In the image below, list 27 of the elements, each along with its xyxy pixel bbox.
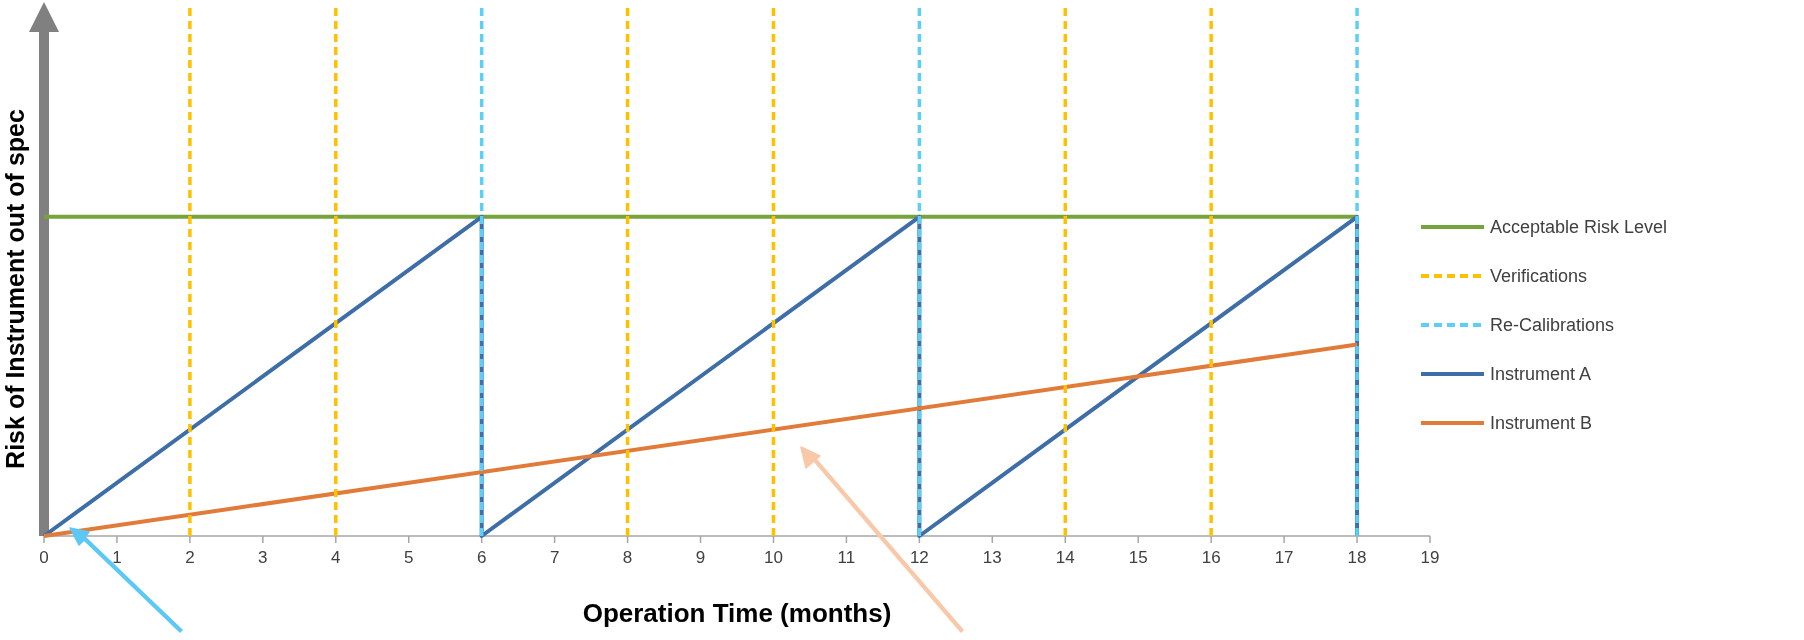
x-tick-label: 17 — [1274, 548, 1294, 567]
x-tick-label: 12 — [909, 548, 929, 567]
x-tick-label: 14 — [1055, 548, 1075, 567]
x-tick-label: 15 — [1128, 548, 1148, 567]
legend-label: Acceptable Risk Level — [1490, 217, 1668, 237]
x-tick-label: 19 — [1420, 548, 1440, 567]
y-axis-title: Risk of Instrument out of spec — [1, 109, 29, 469]
x-tick-label: 6 — [476, 548, 487, 567]
legend-label: Verifications — [1490, 266, 1588, 286]
x-tick-label: 16 — [1201, 548, 1221, 567]
x-tick-label: 9 — [695, 548, 706, 567]
x-tick-label: 2 — [185, 548, 195, 567]
x-axis-title: Operation Time (months) — [582, 598, 892, 628]
x-tick-label: 18 — [1347, 548, 1367, 567]
x-tick-label: 10 — [764, 548, 783, 567]
x-tick-label: 7 — [549, 548, 560, 567]
x-tick-label: 11 — [837, 548, 856, 567]
x-tick-label: 4 — [331, 548, 341, 567]
legend-label: Instrument A — [1490, 364, 1592, 384]
x-tick-label: 0 — [39, 548, 49, 567]
x-tick-label: 3 — [258, 548, 268, 567]
x-tick-label: 13 — [982, 548, 1002, 567]
x-tick-label: 1 — [112, 548, 122, 567]
legend-label: Instrument B — [1490, 413, 1593, 433]
x-tick-label: 8 — [622, 548, 633, 567]
x-tick-label: 5 — [404, 548, 414, 567]
legend-label: Re-Calibrations — [1490, 315, 1615, 335]
